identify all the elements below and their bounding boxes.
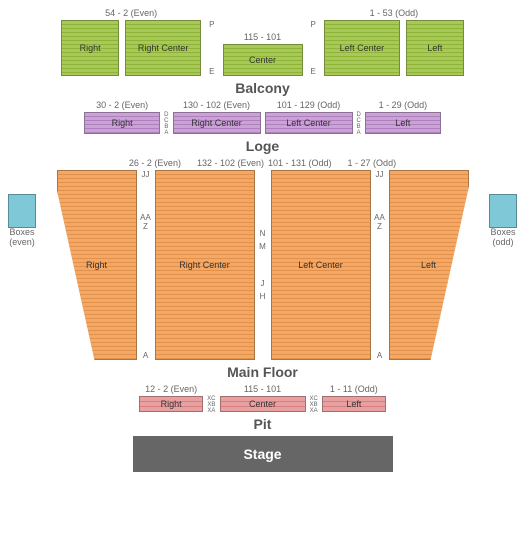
pit-rowlabels: XC XB XA bbox=[310, 396, 318, 412]
balcony-col-label: 54 - 2 (Even) bbox=[105, 8, 157, 18]
mf-rowlabels-outer: JJ AA Z A bbox=[375, 170, 385, 360]
balcony-section-center[interactable]: Center bbox=[223, 44, 303, 76]
balcony-left-group: 54 - 2 (Even) Right Right Center bbox=[61, 8, 201, 76]
balcony-section-left[interactable]: Left bbox=[406, 20, 464, 76]
balcony-rowlabels-left: P E bbox=[209, 20, 214, 76]
loge-section-right[interactable]: Right bbox=[84, 112, 160, 134]
pit-tier: 12 - 2 (Even) Right XC XB XA 115 - 101 C… bbox=[8, 384, 517, 432]
mf-section-right[interactable]: Right bbox=[57, 170, 137, 360]
loge-col: 101 - 129 (Odd) Left Center bbox=[265, 100, 353, 134]
stage: Stage bbox=[133, 436, 393, 472]
mf-col: 101 - 131 (Odd) bbox=[268, 158, 332, 170]
loge-title: Loge bbox=[8, 138, 517, 154]
loge-tier: 30 - 2 (Even) Right D C B A 130 - 102 (E… bbox=[8, 100, 517, 154]
pit-section-center[interactable]: Center bbox=[220, 396, 306, 412]
mf-section-left[interactable]: Left bbox=[389, 170, 469, 360]
balcony-rowlabels-right: P E bbox=[311, 20, 316, 76]
pit-col: 1 - 11 (Odd) Left bbox=[322, 384, 386, 412]
balcony-center-col-label: 115 - 101 bbox=[244, 32, 281, 42]
balcony-section-right[interactable]: Right bbox=[61, 20, 119, 76]
mf-col: 26 - 2 (Even) bbox=[129, 158, 181, 170]
boxes-section-odd[interactable] bbox=[489, 194, 517, 228]
balcony-section-left-center[interactable]: Left Center bbox=[324, 20, 400, 76]
pit-section-right[interactable]: Right bbox=[139, 396, 203, 412]
balcony-section-right-center[interactable]: Right Center bbox=[125, 20, 201, 76]
seating-chart: 54 - 2 (Even) Right Right Center P E bbox=[8, 8, 517, 472]
boxes-section-even[interactable] bbox=[8, 194, 36, 228]
pit-title: Pit bbox=[8, 416, 517, 432]
balcony-title: Balcony bbox=[8, 80, 517, 96]
mf-col: 1 - 27 (Odd) bbox=[348, 158, 397, 170]
loge-section-right-center[interactable]: Right Center bbox=[173, 112, 261, 134]
mf-section-right-center[interactable]: Right Center bbox=[155, 170, 255, 360]
mf-col: 132 - 102 (Even) bbox=[197, 158, 264, 170]
loge-section-left[interactable]: Left bbox=[365, 112, 441, 134]
pit-rowlabels: XC XB XA bbox=[207, 396, 215, 412]
loge-col: 30 - 2 (Even) Right bbox=[84, 100, 160, 134]
balcony-tier: 54 - 2 (Even) Right Right Center P E bbox=[8, 8, 517, 96]
pit-col: 115 - 101 Center bbox=[220, 384, 306, 412]
mf-rowlabels-outer: JJ AA Z A bbox=[141, 170, 151, 360]
balcony-col-label: 1 - 53 (Odd) bbox=[370, 8, 419, 18]
boxes-even: Boxes(even) bbox=[8, 194, 36, 248]
mf-section-left-center[interactable]: Left Center bbox=[271, 170, 371, 360]
pit-col: 12 - 2 (Even) Right bbox=[139, 384, 203, 412]
loge-col: 1 - 29 (Odd) Left bbox=[365, 100, 441, 134]
balcony-center-group: 115 - 101 Center bbox=[223, 32, 303, 76]
loge-col: 130 - 102 (Even) Right Center bbox=[173, 100, 261, 134]
loge-section-left-center[interactable]: Left Center bbox=[265, 112, 353, 134]
main-floor-title: Main Floor bbox=[8, 364, 517, 380]
pit-section-left[interactable]: Left bbox=[322, 396, 386, 412]
loge-rowlabels: D C B A bbox=[357, 112, 361, 134]
mf-rowlabels-mid: . N M J H . bbox=[259, 170, 267, 360]
boxes-odd-label: Boxes(odd) bbox=[489, 228, 517, 248]
main-floor-tier: 26 - 2 (Even) 132 - 102 (Even) 101 - 131… bbox=[8, 158, 517, 380]
loge-rowlabels: D C B A bbox=[164, 112, 168, 134]
boxes-even-label: Boxes(even) bbox=[8, 228, 36, 248]
boxes-odd: Boxes(odd) bbox=[489, 194, 517, 248]
balcony-right-group: 1 - 53 (Odd) Left Center Left bbox=[324, 8, 464, 76]
